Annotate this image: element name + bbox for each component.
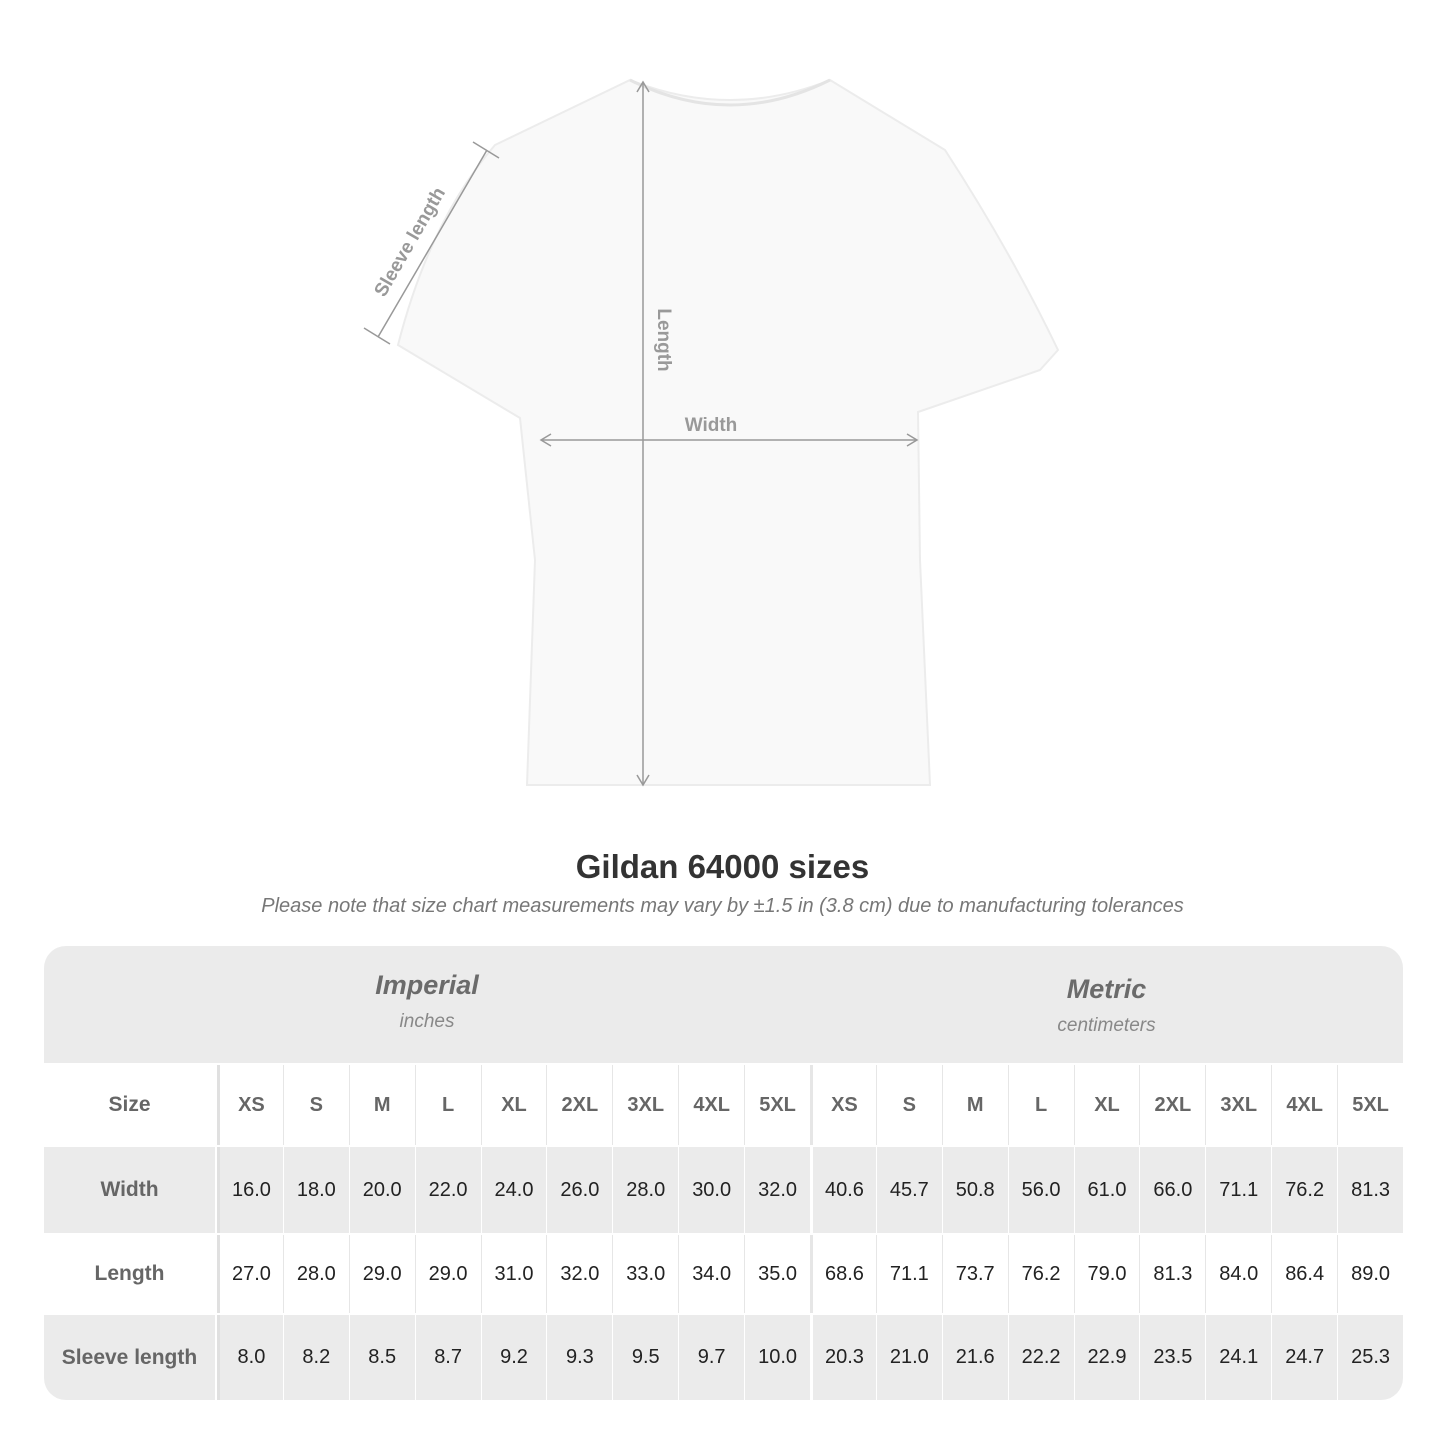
measurement: 35.0 [744,1235,810,1313]
measurement: 86.4 [1271,1235,1337,1313]
measurement: 79.0 [1073,1235,1140,1313]
size-header: 2XL [546,1065,612,1145]
measure-lines [363,80,919,787]
measurement: 22.0 [414,1147,481,1233]
measurement: 20.0 [348,1147,415,1233]
measurement: 26.0 [546,1147,613,1233]
group-name: Imperial [375,970,479,1000]
measurement: 24.7 [1271,1315,1338,1400]
measurement: 68.6 [810,1235,876,1313]
size-header: 3XL [1205,1065,1271,1145]
measurement: 33.0 [612,1235,678,1313]
measurement: 89.0 [1337,1235,1403,1313]
measurement: 24.0 [480,1147,547,1233]
size-header: XL [1073,1065,1140,1145]
size-table: Imperial inches Metric centimeters Size XS S M L… [44,946,1403,1400]
measurement: 20.3 [810,1315,876,1400]
measurement: 8.2 [282,1315,349,1400]
group-header: Metric centimeters [810,974,1403,1037]
measurement: 8.5 [348,1315,415,1400]
measurement: 24.1 [1205,1315,1272,1400]
group-name: Metric [1066,974,1147,1004]
measurement: 30.0 [678,1147,745,1233]
group-header: Imperial inches [44,970,810,1033]
size-header: M [941,1065,1008,1145]
measurement: 81.3 [1337,1147,1403,1233]
measurement: 18.0 [282,1147,349,1233]
measurement: 45.7 [875,1147,942,1233]
measurement: 71.1 [1205,1147,1272,1233]
measurement: 29.0 [414,1235,481,1313]
measurement: 61.0 [1073,1147,1140,1233]
measurement: 28.0 [612,1147,679,1233]
size-header: 4XL [678,1065,744,1145]
measurement: 21.6 [941,1315,1008,1400]
measurement: 22.9 [1073,1315,1140,1400]
size-header: 4XL [1271,1065,1337,1145]
size-header: XS [217,1065,283,1145]
measurement: 10.0 [744,1315,810,1400]
measurement: 71.1 [875,1235,942,1313]
collar [629,78,831,107]
measurement: 34.0 [678,1235,744,1313]
measurement: 9.7 [678,1315,745,1400]
group-band [44,946,1403,1063]
measurement: 66.0 [1139,1147,1206,1233]
measurement: 23.5 [1139,1315,1206,1400]
group-unit: inches [399,1011,455,1032]
note: Please note that size chart measurements… [261,895,1184,917]
measurement: 50.8 [941,1147,1008,1233]
size-header: S [875,1065,942,1145]
measurement: 81.3 [1139,1235,1205,1313]
measurement: 56.0 [1007,1147,1074,1233]
row-label: Sleeve length [44,1315,215,1400]
row-label: Width [44,1147,215,1233]
measurement: 27.0 [217,1235,283,1313]
measurement: 76.2 [1271,1147,1338,1233]
measurement: 84.0 [1205,1235,1271,1313]
size-header: 5XL [744,1065,810,1145]
measurement: 76.2 [1007,1235,1074,1313]
row-label: Length [94,1262,165,1285]
size-header: 3XL [612,1065,678,1145]
measurement: 9.2 [480,1315,547,1400]
measurement: 31.0 [480,1235,547,1313]
measurement: 16.0 [217,1147,283,1233]
measurement: 73.7 [941,1235,1008,1313]
size-header: M [348,1065,415,1145]
measurement: 22.2 [1007,1315,1074,1400]
measurement: 32.0 [546,1235,612,1313]
measurement: 29.0 [348,1235,415,1313]
size-header: 5XL [1337,1065,1403,1145]
measurement: 21.0 [875,1315,942,1400]
measurement: 8.0 [217,1315,283,1400]
size-header: S [282,1065,349,1145]
length-label: Length [653,308,674,371]
measurement: 9.3 [546,1315,613,1400]
size-header: L [414,1065,481,1145]
shirt-diagram: Width Length Sleeve length [363,78,1060,787]
measurement: 32.0 [744,1147,810,1233]
size-header: XL [480,1065,547,1145]
width-label: Width [685,415,738,436]
measurement: 8.7 [414,1315,481,1400]
group-unit: centimeters [1057,1015,1156,1036]
measurement: 40.6 [810,1147,876,1233]
title: Gildan 64000 sizes [575,848,870,885]
size-header: 2XL [1139,1065,1205,1145]
measurement: 25.3 [1337,1315,1403,1400]
measurement: 9.5 [612,1315,679,1400]
measurement: 28.0 [282,1235,349,1313]
row-header-label: Size [108,1093,151,1116]
size-header: XS [810,1065,876,1145]
size-header: L [1007,1065,1074,1145]
